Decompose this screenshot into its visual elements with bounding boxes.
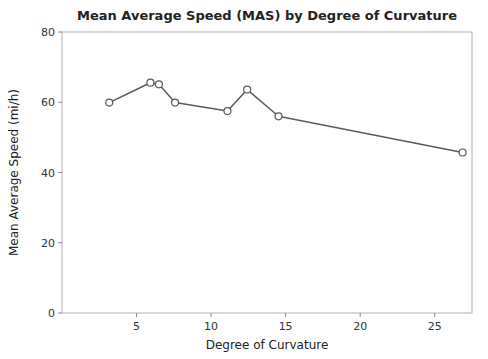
chart-container: 5 10 15 20 25 0 20 40 60 80 Mean Average Speed (MA…	[0, 0, 488, 359]
y-tick-label: 20	[41, 237, 55, 250]
x-axis-label: Degree of Curvature	[206, 338, 329, 352]
y-tick-label: 80	[41, 26, 55, 39]
y-tick-label: 60	[41, 96, 55, 109]
x-tick-label: 10	[204, 320, 218, 333]
data-point	[172, 99, 179, 106]
x-tick-label: 25	[428, 320, 442, 333]
y-tick	[58, 102, 62, 103]
y-tick	[58, 32, 62, 33]
data-point	[459, 149, 466, 156]
x-tick-label: 20	[353, 320, 367, 333]
x-axis: 5 10 15 20 25	[133, 313, 442, 333]
chart: 5 10 15 20 25 0 20 40 60 80 Mean Average Speed (MA…	[0, 0, 488, 359]
y-tick-label: 40	[41, 167, 55, 180]
data-point	[147, 79, 154, 86]
data-point	[224, 108, 231, 115]
data-point	[106, 99, 113, 106]
y-tick	[58, 242, 62, 243]
title: Mean Average Speed (MAS) by Degree of Cu…	[77, 8, 457, 23]
y-tick	[58, 313, 62, 314]
y-axis: 0 20 40 60 80	[41, 26, 62, 320]
y-axis-label: Mean Average Speed (mi/h)	[7, 89, 21, 256]
x-tick	[360, 313, 361, 317]
x-tick	[136, 313, 137, 317]
x-tick	[285, 313, 286, 317]
x-tick-label: 5	[133, 320, 140, 333]
y-tick-label: 0	[48, 307, 55, 320]
data-line	[109, 83, 462, 153]
x-tick	[434, 313, 435, 317]
x-tick-label: 15	[279, 320, 293, 333]
background	[0, 0, 488, 359]
data-point	[275, 113, 282, 120]
series	[106, 79, 466, 156]
plot-frame	[62, 32, 472, 313]
x-tick	[211, 313, 212, 317]
y-tick	[58, 172, 62, 173]
data-point	[155, 81, 162, 88]
data-point	[244, 86, 251, 93]
